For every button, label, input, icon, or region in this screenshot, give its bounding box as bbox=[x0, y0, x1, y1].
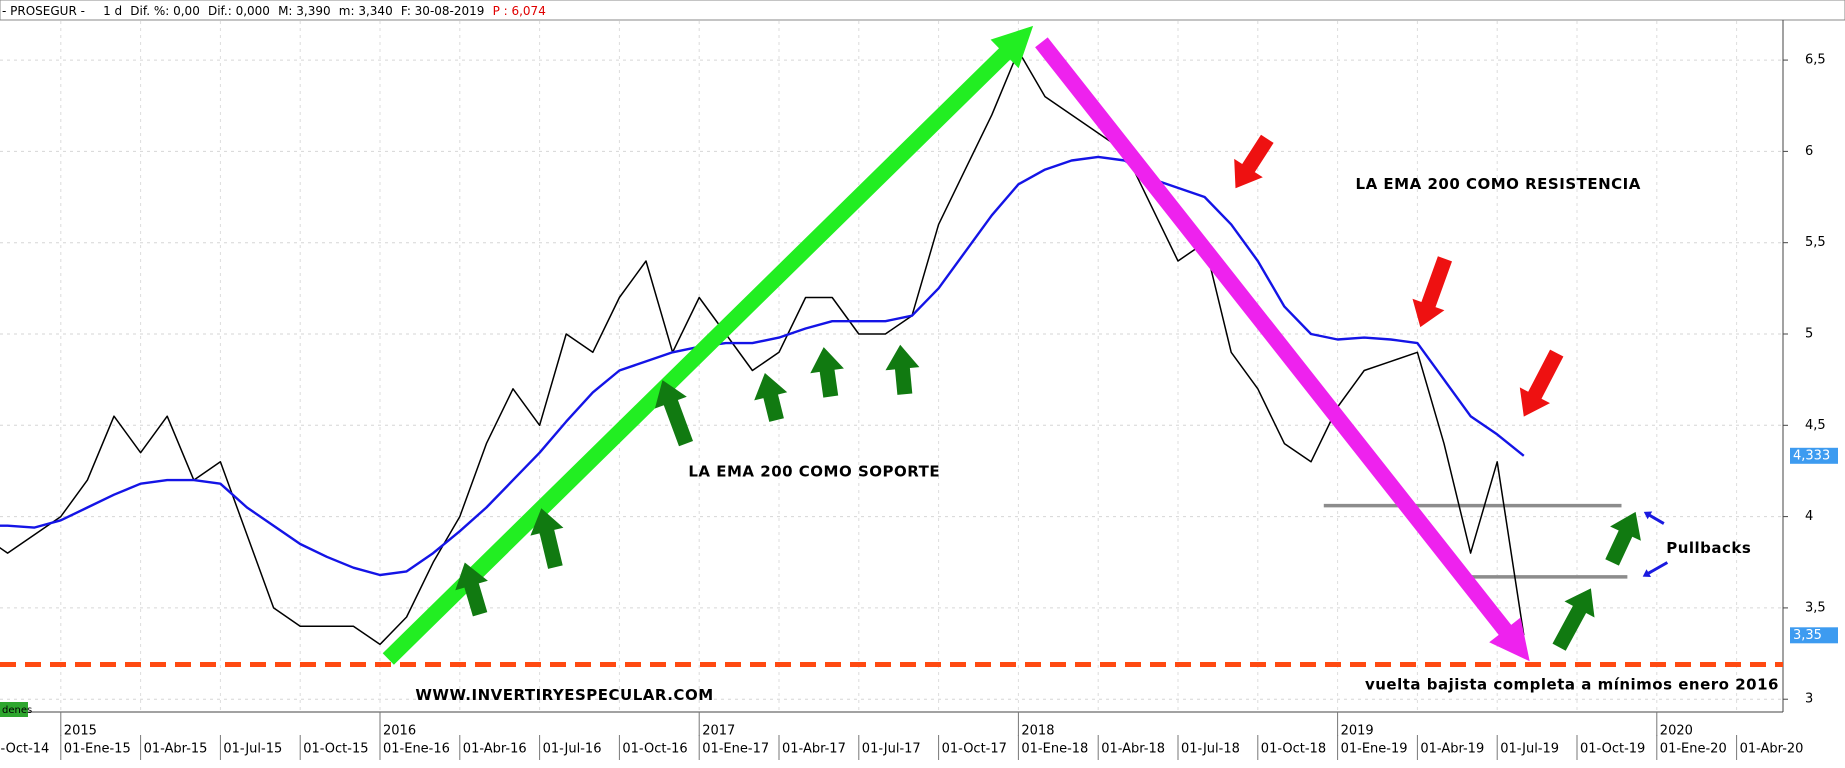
last-value-label: 4,333 bbox=[1793, 448, 1830, 463]
annotation: LA EMA 200 COMO SOPORTE bbox=[688, 462, 940, 480]
y-tick-label: 6 bbox=[1805, 144, 1813, 159]
x-tick-label: 01-Oct-19 bbox=[1580, 742, 1645, 757]
header-item: Dif.: 0,000 bbox=[208, 4, 270, 18]
x-tick-label: 01-Oct-16 bbox=[622, 742, 687, 757]
plot-area bbox=[0, 21, 1783, 712]
last-value-box bbox=[1790, 447, 1838, 464]
x-tick-label: 01-Ene-17 bbox=[702, 742, 769, 757]
x-tick-label: 01-Ene-15 bbox=[64, 742, 131, 757]
price-line bbox=[0, 155, 1525, 577]
year-label: 2018 bbox=[1021, 724, 1054, 739]
x-tick-label: 01-Jul-18 bbox=[1181, 742, 1240, 757]
x-tick-label: 01-Ene-20 bbox=[1660, 742, 1727, 757]
arrow bbox=[1519, 349, 1564, 417]
x-tick-label: 01-Oct-15 bbox=[303, 742, 368, 757]
y-tick-label: 4 bbox=[1805, 509, 1813, 524]
year-label: 2019 bbox=[1341, 724, 1374, 739]
header-item: m: 3,340 bbox=[339, 4, 393, 18]
x-tick-label: 01-Oct-17 bbox=[942, 742, 1007, 757]
x-tick-label: 01-Abr-16 bbox=[463, 742, 527, 757]
header-item: - PROSEGUR - bbox=[2, 4, 85, 18]
orders-tab-label[interactable]: denes bbox=[2, 705, 32, 716]
y-tick-label: 3,5 bbox=[1805, 600, 1826, 615]
y-tick-label: 5 bbox=[1805, 326, 1813, 341]
year-label: 2015 bbox=[64, 724, 97, 739]
y-tick-label: 6,5 bbox=[1805, 53, 1826, 68]
y-tick-label: 5,5 bbox=[1805, 235, 1826, 250]
x-tick-label: 01-Jul-15 bbox=[223, 742, 282, 757]
arrow bbox=[1643, 511, 1665, 525]
x-tick-label: 01-Ene-19 bbox=[1341, 742, 1408, 757]
arrow bbox=[1642, 561, 1669, 577]
arrow bbox=[1412, 256, 1452, 328]
x-tick-label: 01-Abr-18 bbox=[1101, 742, 1165, 757]
header-bar bbox=[0, 0, 1845, 21]
x-tick-label: 01-Abr-15 bbox=[144, 742, 208, 757]
annotation: LA EMA 200 COMO RESISTENCIA bbox=[1356, 175, 1641, 193]
arrow bbox=[810, 347, 844, 398]
header-item: F: 30-08-2019 bbox=[401, 4, 485, 18]
header-price: P : 6,074 bbox=[493, 4, 546, 18]
price-line bbox=[0, 50, 1525, 646]
arrow bbox=[654, 380, 693, 447]
annotation: WWW.INVERTIRYESPECULAR.COM bbox=[415, 686, 713, 704]
orders-tab[interactable] bbox=[0, 702, 28, 717]
arrow bbox=[1234, 134, 1274, 189]
header-item: Dif. %: 0,00 bbox=[130, 4, 200, 18]
last-value-label: 3,35 bbox=[1793, 628, 1822, 643]
x-tick-label: 01-Abr-17 bbox=[782, 742, 846, 757]
x-tick-label: 01-Ene-18 bbox=[1021, 742, 1088, 757]
year-label: 2017 bbox=[702, 724, 735, 739]
x-tick-label: 01-Ene-16 bbox=[383, 742, 450, 757]
x-tick-label: 01-Jul-19 bbox=[1500, 742, 1559, 757]
arrow bbox=[885, 344, 920, 395]
x-tick-label: 01-Oct-18 bbox=[1261, 742, 1326, 757]
x-tick-label: 01-Jul-16 bbox=[543, 742, 602, 757]
year-label: 2016 bbox=[383, 724, 416, 739]
arrow bbox=[1605, 511, 1641, 566]
last-value-box bbox=[1790, 627, 1838, 644]
annotation: Pullbacks bbox=[1666, 539, 1751, 557]
y-tick-label: 4,5 bbox=[1805, 418, 1826, 433]
arrow bbox=[530, 508, 564, 569]
arrow bbox=[1035, 37, 1530, 662]
x-tick-label: 01-Abr-20 bbox=[1740, 742, 1804, 757]
arrow bbox=[1552, 588, 1595, 651]
y-tick-label: 3 bbox=[1805, 692, 1813, 707]
x-tick-label: 01-Abr-19 bbox=[1420, 742, 1484, 757]
year-label: 2020 bbox=[1660, 724, 1693, 739]
header-item: 1 d bbox=[103, 4, 122, 18]
arrow bbox=[382, 25, 1034, 665]
header: - PROSEGUR - 1 d Dif. %: 0,00 Dif.: 0,00… bbox=[2, 4, 546, 19]
arrow bbox=[455, 562, 488, 617]
x-tick-label: 01-Oct-14 bbox=[0, 742, 49, 757]
x-tick-label: 01-Jul-17 bbox=[862, 742, 921, 757]
header-item: M: 3,390 bbox=[278, 4, 331, 18]
annotation: vuelta bajista completa a mínimos enero … bbox=[1365, 675, 1779, 693]
arrow bbox=[754, 373, 788, 422]
